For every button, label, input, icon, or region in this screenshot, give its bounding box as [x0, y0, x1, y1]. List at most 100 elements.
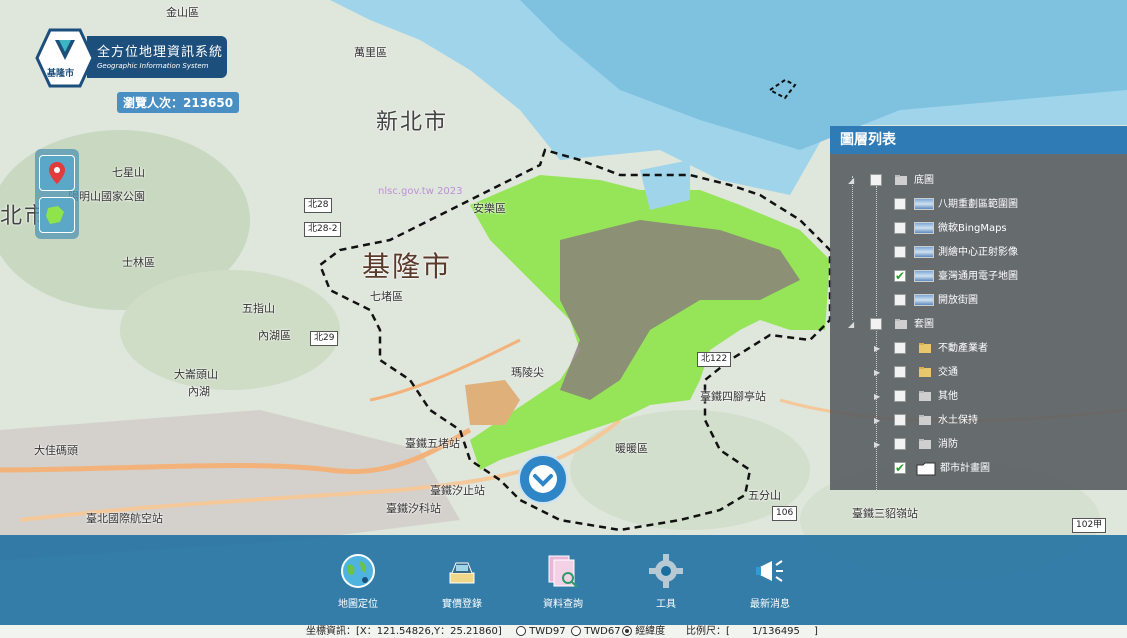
- map-label-sijiaoting: 臺鐵四腳亭站: [700, 390, 766, 403]
- layer-panel: 圖層列表 ◢ 底圖 八期重劃區範圍圖 微軟BingMaps 測繪中心正射影像: [830, 126, 1127, 494]
- layer-panel-title: 圖層列表: [830, 126, 1127, 154]
- road-shield: 102甲: [1072, 518, 1107, 533]
- map-label-yangmingshan: 陽明山國家公園: [68, 190, 145, 203]
- scale-label: 比例尺：[: [686, 626, 730, 637]
- road-shield: 北122: [697, 352, 732, 367]
- map-label-wudu: 臺鐵五堵站: [405, 437, 460, 450]
- city-badge: 基隆市: [47, 69, 75, 79]
- map-locate-button[interactable]: 地圖定位: [323, 547, 393, 619]
- tools-button[interactable]: 工具: [631, 547, 701, 619]
- layer-label: 水土保持: [938, 415, 978, 426]
- map-label-qixingshan: 七星山: [112, 166, 145, 179]
- inbox-icon: [449, 562, 475, 584]
- crs-wgs-option[interactable]: 經緯度: [622, 625, 665, 638]
- layer-label: 不動產業者: [938, 343, 988, 354]
- map-label-dalun: 大崙頭山: [174, 368, 218, 381]
- layer-checkbox[interactable]: [894, 222, 906, 234]
- expand-arrow-icon[interactable]: ▶: [874, 416, 881, 425]
- latest-news-button[interactable]: 最新消息: [735, 547, 805, 619]
- map-label-wuzhishan: 五指山: [242, 302, 275, 315]
- layer-label: 都市計畫圖: [940, 463, 990, 474]
- bottom-toolbar: 地圖定位 實價登錄 資料查詢 工具: [0, 535, 1127, 625]
- tree-line: [852, 176, 853, 320]
- scale-end: ]: [814, 626, 818, 637]
- green-map-icon: [46, 206, 64, 224]
- map-label-keelung: 基隆市: [362, 250, 453, 283]
- status-bar: 坐標資訊：[X：121.54826,Y：25.21860] TWD97 TWD6…: [0, 625, 1127, 638]
- collapse-toolbar-button[interactable]: [518, 454, 568, 504]
- map-label-xizhi: 內湖區: [258, 329, 291, 342]
- layer-checkbox[interactable]: [894, 246, 906, 258]
- folder-icon: [895, 319, 907, 329]
- layer-label: 微軟BingMaps: [938, 223, 1007, 234]
- map-watermark: nlsc.gov.tw 2023: [378, 186, 463, 197]
- expand-arrow-icon[interactable]: ▶: [874, 344, 881, 353]
- map-thumbnail-icon: [914, 246, 934, 258]
- group-checkbox[interactable]: [870, 174, 882, 186]
- layer-toggle-button[interactable]: [39, 197, 75, 233]
- road-shield: 106: [772, 506, 798, 521]
- megaphone-icon: [756, 560, 783, 582]
- gear-icon: [649, 554, 683, 588]
- crs-twd67-option[interactable]: TWD67: [571, 625, 621, 638]
- folder-icon: [919, 391, 931, 401]
- map-label-sandiao: 臺鐵三貂嶺站: [852, 507, 918, 520]
- toolbar-label: 工具: [656, 599, 676, 610]
- map-label-wufenshan: 五分山: [748, 489, 781, 502]
- layer-shape-icon: [916, 462, 936, 476]
- chevron-down-icon: [529, 465, 557, 493]
- layer-checkbox[interactable]: [894, 414, 906, 426]
- road-shield: 北29: [310, 331, 339, 346]
- layer-tree: ◢ 底圖 八期重劃區範圍圖 微軟BingMaps 測繪中心正射影像 臺灣通用電子…: [830, 154, 1127, 494]
- layer-checkbox[interactable]: [894, 438, 906, 450]
- road-shield: 北28: [304, 198, 333, 213]
- radio-button[interactable]: [571, 626, 581, 636]
- map-label-new-taipei: 新北市: [376, 110, 449, 135]
- group-checkbox[interactable]: [870, 318, 882, 330]
- layer-checkbox[interactable]: [894, 198, 906, 210]
- layer-checkbox[interactable]: [894, 390, 906, 402]
- document-search-icon: [548, 555, 578, 588]
- layer-label: 開放街圖: [938, 295, 978, 306]
- folder-icon: [919, 343, 931, 353]
- data-query-button[interactable]: 資料查詢: [528, 547, 598, 619]
- app-subtitle: Geographic Information System: [97, 62, 209, 70]
- layer-checkbox[interactable]: [894, 342, 906, 354]
- layer-label: 交通: [938, 367, 958, 378]
- map-label-xizhi-station: 臺鐵汐止站: [430, 484, 485, 497]
- toolbar-label: 最新消息: [750, 599, 790, 610]
- expand-arrow-icon[interactable]: ▶: [874, 440, 881, 449]
- logo-banner: 全方位地理資訊系統 Geographic Information System: [87, 36, 227, 78]
- collapse-arrow-icon[interactable]: ◢: [848, 320, 855, 329]
- road-shield: 北28-2: [304, 222, 342, 237]
- map-label-anle: 安樂區: [473, 202, 506, 215]
- real-price-button[interactable]: 實價登錄: [427, 547, 497, 619]
- app-logo: 全方位地理資訊系統 Geographic Information System …: [35, 28, 227, 88]
- radio-button[interactable]: [516, 626, 526, 636]
- expand-arrow-icon[interactable]: ▶: [874, 368, 881, 377]
- layer-label: 其他: [938, 391, 958, 402]
- layer-checkbox[interactable]: [894, 294, 906, 306]
- folder-icon: [919, 439, 931, 449]
- layer-checkbox[interactable]: [894, 267, 906, 285]
- map-label-airport: 臺北國際航空站: [86, 512, 163, 525]
- layer-checkbox[interactable]: [894, 459, 906, 477]
- toolbar-label: 地圖定位: [338, 599, 378, 610]
- map-pin-icon: [49, 162, 65, 184]
- layer-label: 臺灣通用電子地圖: [938, 271, 1018, 282]
- toolbar-label: 資料查詢: [543, 599, 583, 610]
- group-label: 套圖: [914, 319, 934, 330]
- collapse-arrow-icon[interactable]: ◢: [848, 176, 855, 185]
- map-label-xike: 臺鐵汐科站: [386, 502, 441, 515]
- crs-twd97-option[interactable]: TWD97: [516, 625, 566, 638]
- layer-checkbox[interactable]: [894, 366, 906, 378]
- keelung-emblem-icon: [35, 28, 95, 88]
- map-label-neihu: 內湖: [188, 385, 210, 398]
- expand-arrow-icon[interactable]: ▶: [874, 392, 881, 401]
- scale-value: 1/136495: [752, 626, 800, 637]
- locate-pin-button[interactable]: [39, 155, 75, 191]
- map-label-jinshan: 金山區: [166, 6, 199, 19]
- radio-button[interactable]: [622, 626, 632, 636]
- map-label-qidu: 七堵區: [370, 290, 403, 303]
- map-thumbnail-icon: [914, 294, 934, 306]
